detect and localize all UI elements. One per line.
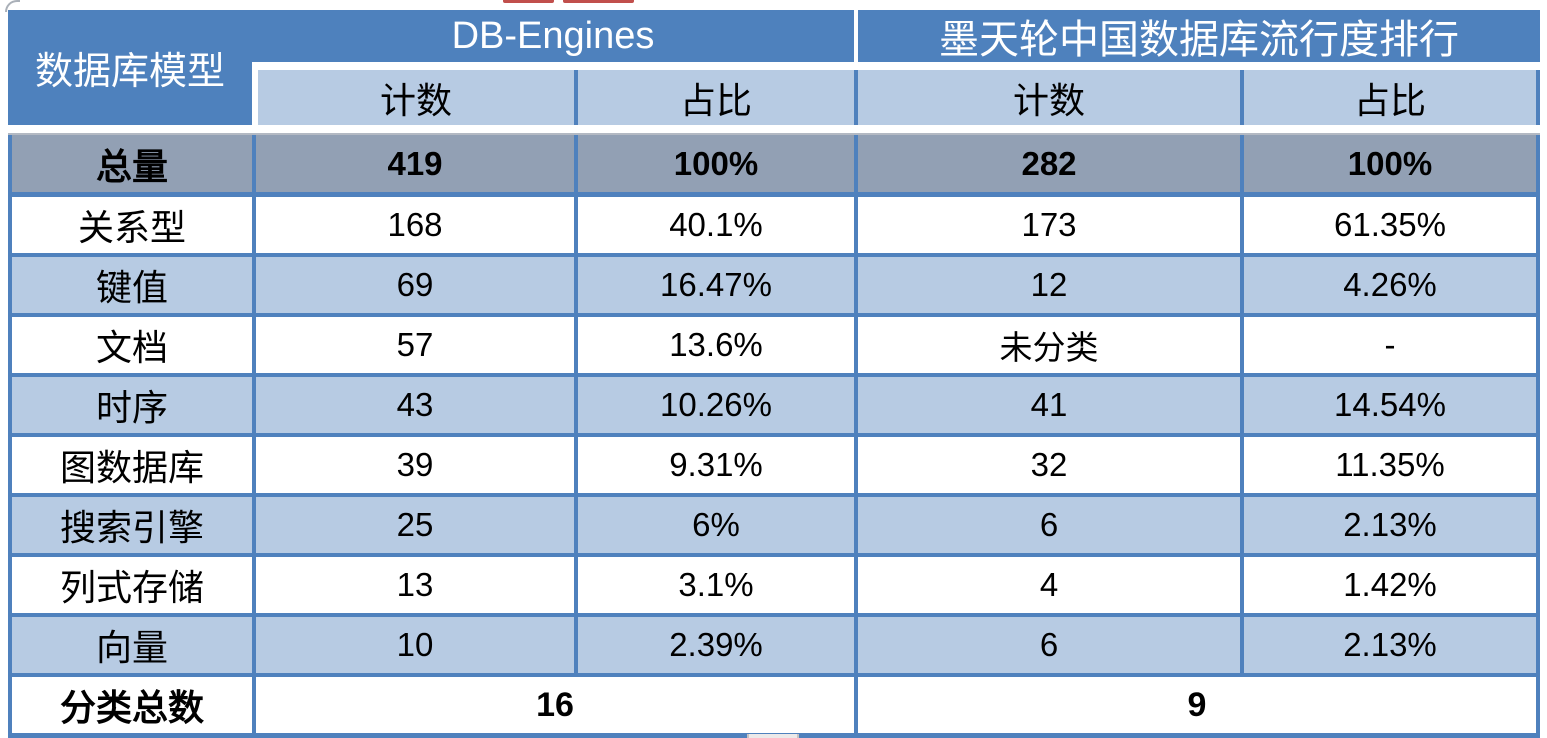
clipped-red-underline-right <box>563 0 634 3</box>
sub-header-count-dbe: 计数 <box>252 70 574 125</box>
value-cell: 43 <box>256 377 574 433</box>
clipped-red-underline-left <box>503 0 554 3</box>
row-label-cell: 文档 <box>12 317 252 373</box>
value-cell: 2.39% <box>578 617 854 673</box>
value-cell: 39 <box>256 437 574 493</box>
value-cell: 2.13% <box>1244 497 1536 553</box>
group-header-db-engines: DB-Engines <box>252 10 854 62</box>
value-cell: 10.26% <box>578 377 854 433</box>
value-cell: 未分类 <box>858 317 1240 373</box>
footer-total-categories-mty: 9 <box>858 677 1536 733</box>
value-cell: 14.54% <box>1244 377 1536 433</box>
value-cell: 25 <box>256 497 574 553</box>
value-cell: 10 <box>256 617 574 673</box>
value-cell: 12 <box>858 257 1240 313</box>
row-label-cell: 搜索引擎 <box>12 497 252 553</box>
value-cell: 282 <box>858 135 1240 192</box>
value-cell: 3.1% <box>578 557 854 613</box>
value-cell: 13.6% <box>578 317 854 373</box>
value-cell: 16.47% <box>578 257 854 313</box>
sub-header-count-mty: 计数 <box>858 70 1240 125</box>
corner-header-cell: 数据库模型 <box>8 10 252 125</box>
header-body-gap <box>8 125 1540 133</box>
value-cell: 41 <box>858 377 1240 433</box>
header-gap-strip <box>252 62 1540 70</box>
sub-header-share-mty: 占比 <box>1244 70 1536 125</box>
footer-label-cell: 分类总数 <box>12 677 252 733</box>
value-cell: 100% <box>1244 135 1536 192</box>
value-cell: 100% <box>578 135 854 192</box>
row-label-cell: 键值 <box>12 257 252 313</box>
value-cell: 4 <box>858 557 1240 613</box>
row-label-cell: 时序 <box>12 377 252 433</box>
row-label-cell: 关系型 <box>12 197 252 253</box>
value-cell: 9.31% <box>578 437 854 493</box>
value-cell: - <box>1244 317 1536 373</box>
value-cell: 69 <box>256 257 574 313</box>
value-cell: 13 <box>256 557 574 613</box>
row-label-cell: 列式存储 <box>12 557 252 613</box>
value-cell: 2.13% <box>1244 617 1536 673</box>
value-cell: 4.26% <box>1244 257 1536 313</box>
value-cell: 61.35% <box>1244 197 1536 253</box>
rounded-corner-artifact <box>5 0 20 12</box>
comparison-table: 数据库模型 DB-Engines 墨天轮中国数据库流行度排行 计数 占比 计数 … <box>8 10 1540 738</box>
value-cell: 419 <box>256 135 574 192</box>
value-cell: 6 <box>858 617 1240 673</box>
value-cell: 173 <box>858 197 1240 253</box>
sub-header-share-dbe: 占比 <box>578 70 854 125</box>
footer-total-categories-dbe: 16 <box>256 677 854 733</box>
value-cell: 6 <box>858 497 1240 553</box>
row-label-cell: 总量 <box>12 135 252 192</box>
clipped-scrollbar-tab <box>747 734 799 738</box>
row-label-cell: 图数据库 <box>12 437 252 493</box>
value-cell: 11.35% <box>1244 437 1536 493</box>
group-header-motianlun: 墨天轮中国数据库流行度排行 <box>858 10 1540 62</box>
value-cell: 6% <box>578 497 854 553</box>
value-cell: 32 <box>858 437 1240 493</box>
totals-row-top-edge <box>8 133 1540 135</box>
value-cell: 57 <box>256 317 574 373</box>
header-group-divider <box>854 10 858 62</box>
value-cell: 40.1% <box>578 197 854 253</box>
row-label-cell: 向量 <box>12 617 252 673</box>
value-cell: 168 <box>256 197 574 253</box>
value-cell: 1.42% <box>1244 557 1536 613</box>
